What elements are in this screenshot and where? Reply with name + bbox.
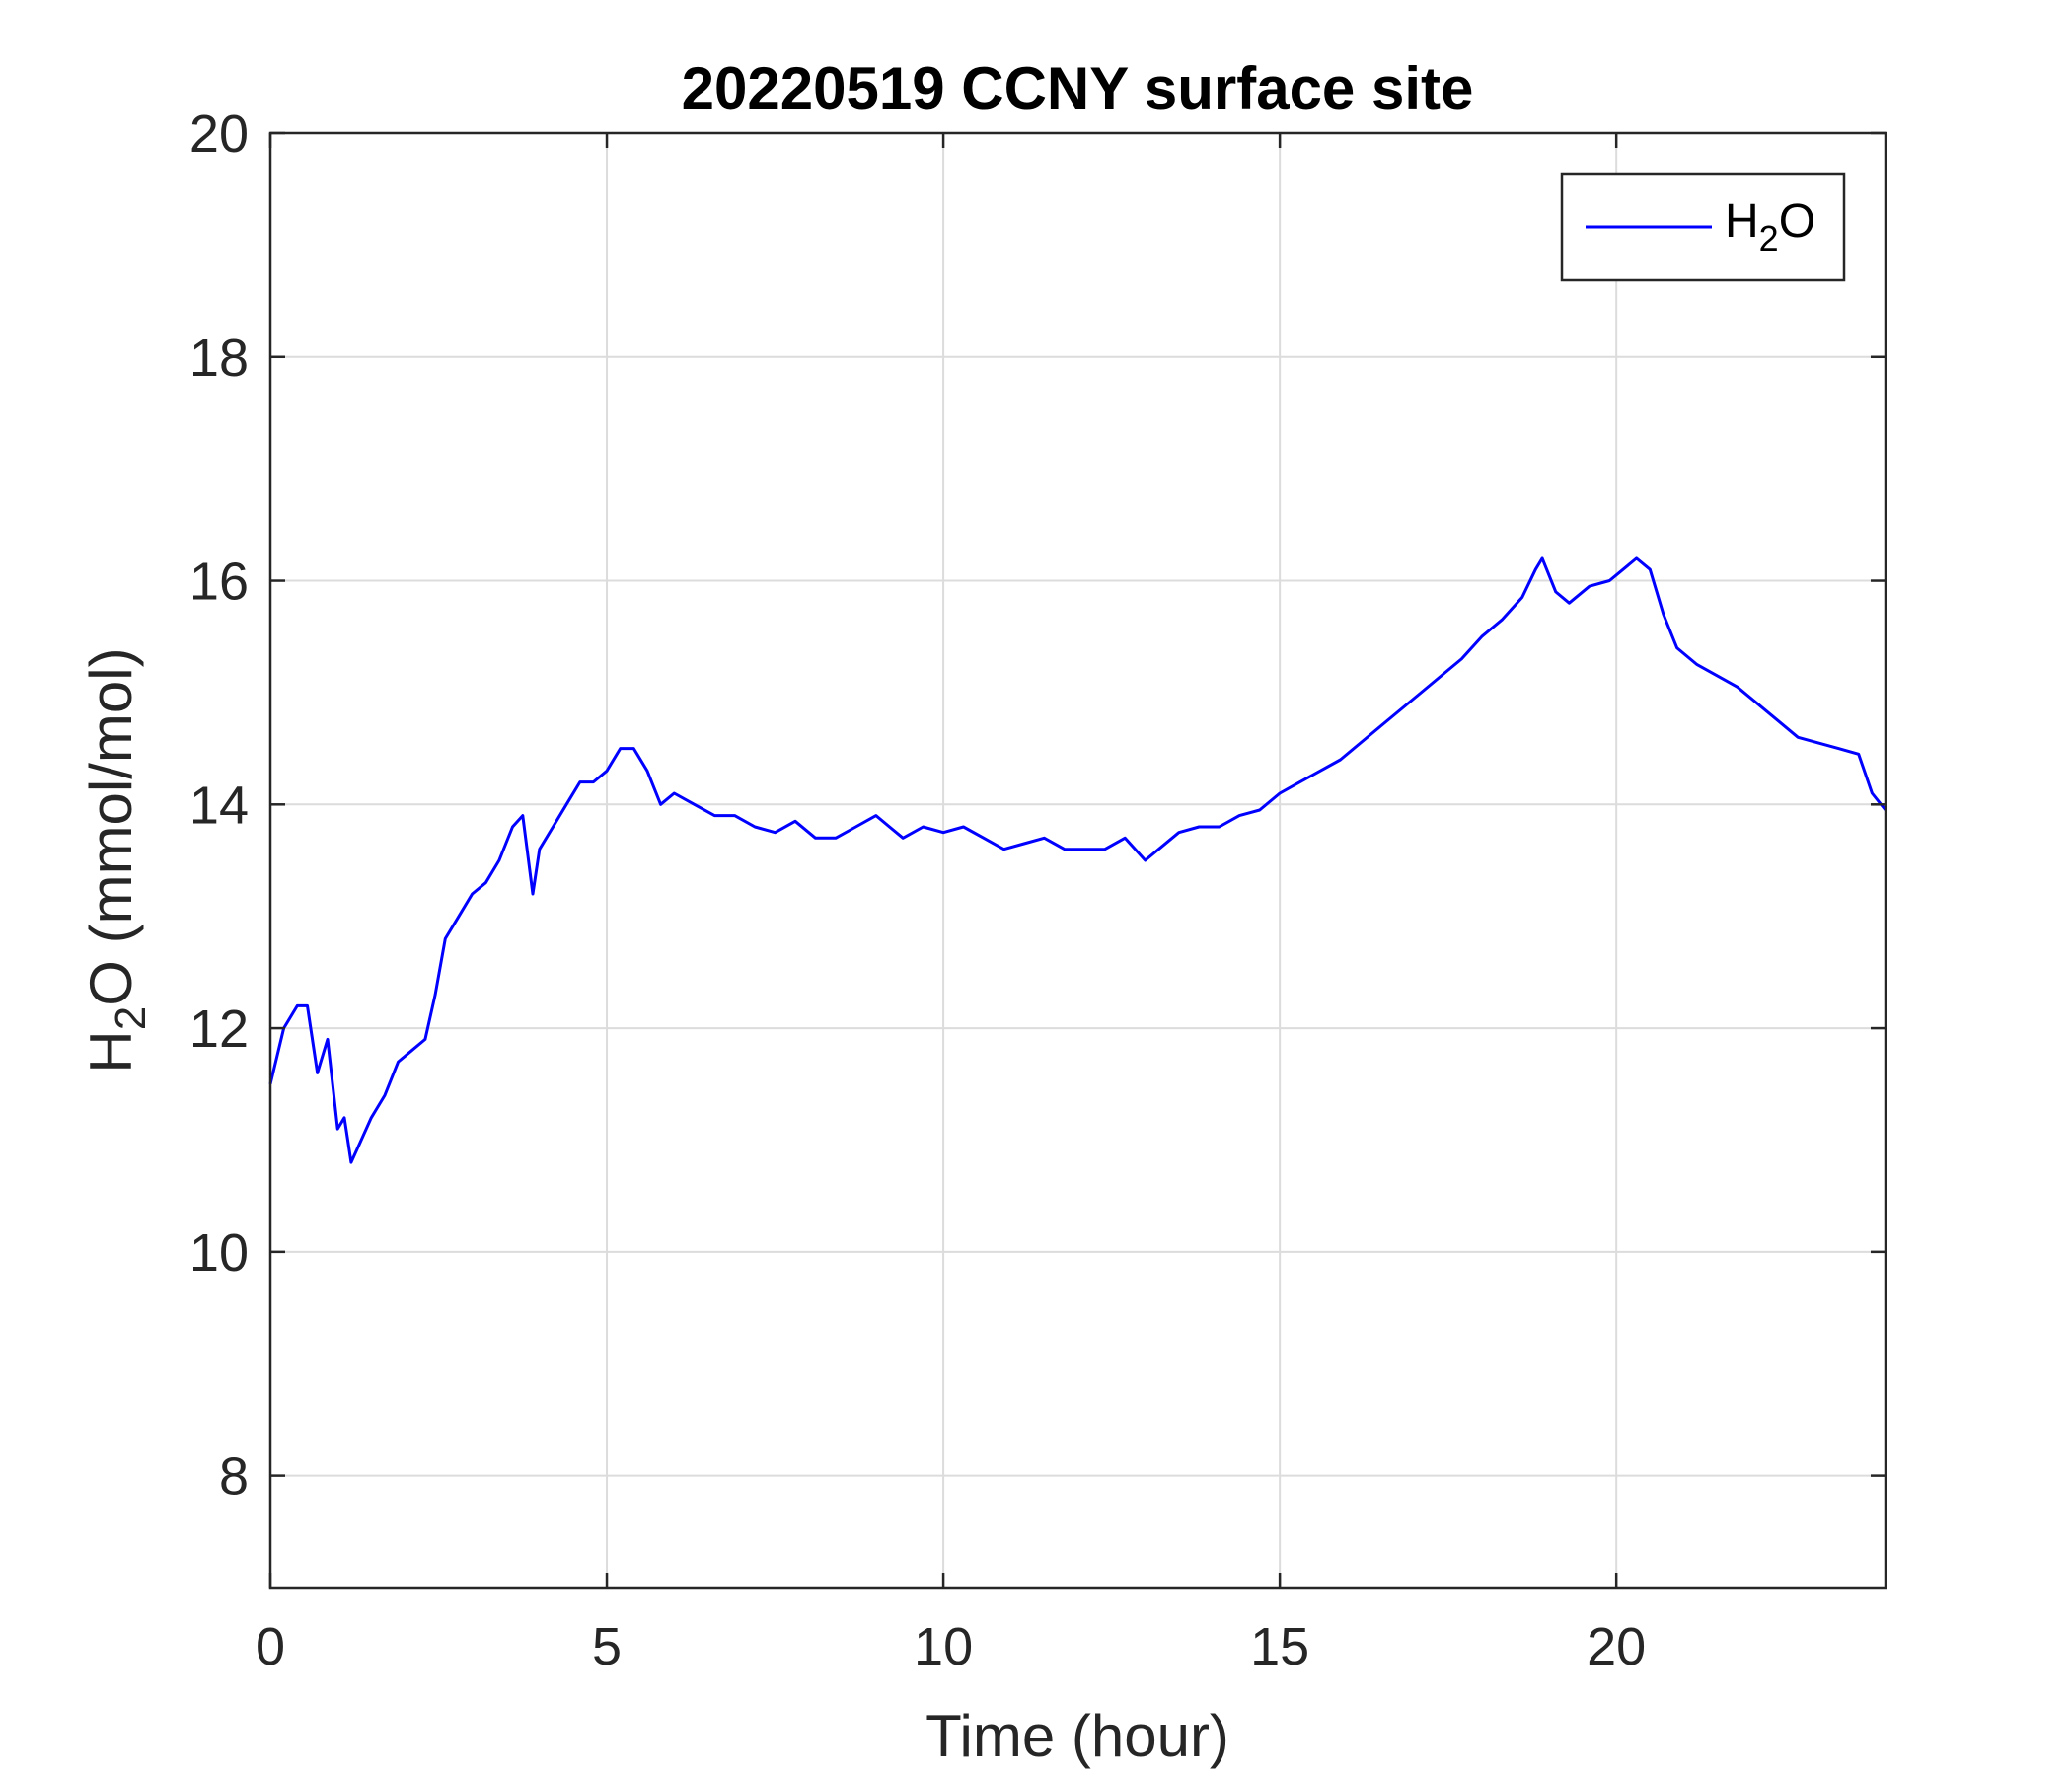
y-tick-label: 16 <box>189 553 249 612</box>
y-tick-label: 14 <box>189 776 249 835</box>
axis-ticks: 0 5 10 15 20 8 10 12 14 16 18 20 <box>189 105 1886 1676</box>
x-tick-label: 5 <box>592 1617 622 1676</box>
x-axis-label: Time (hour) <box>925 1703 1229 1769</box>
y-tick-label: 20 <box>189 105 249 164</box>
legend-label-base: H <box>1725 195 1759 248</box>
series-layer <box>268 556 1887 1164</box>
legend-label-rest: O <box>1779 195 1815 248</box>
legend-label: H2O <box>1725 195 1815 259</box>
plot-area-border <box>268 131 1887 1590</box>
y-tick-label: 18 <box>189 329 249 388</box>
y-axis-label: H2O (mmol/mol) <box>78 647 155 1073</box>
legend: H2O <box>1560 172 1846 282</box>
x-tick-label: 0 <box>256 1617 285 1676</box>
x-tick-label: 15 <box>1250 1617 1309 1676</box>
x-tick-label: 20 <box>1587 1617 1646 1676</box>
x-tick-label: 10 <box>914 1617 973 1676</box>
series-line-h2o <box>268 556 1887 1164</box>
chart-title: 20220519 CCNY surface site <box>682 55 1474 121</box>
y-axis-label-base: H <box>78 1030 144 1073</box>
y-axis-label-subscript: 2 <box>107 1006 155 1030</box>
legend-label-subscript: 2 <box>1759 218 1779 259</box>
y-tick-label: 8 <box>219 1447 249 1507</box>
y-axis-label-rest: O (mmol/mol) <box>78 647 144 1005</box>
grid-lines <box>270 133 1886 1588</box>
y-tick-label: 12 <box>189 999 249 1059</box>
y-tick-label: 10 <box>189 1223 249 1283</box>
